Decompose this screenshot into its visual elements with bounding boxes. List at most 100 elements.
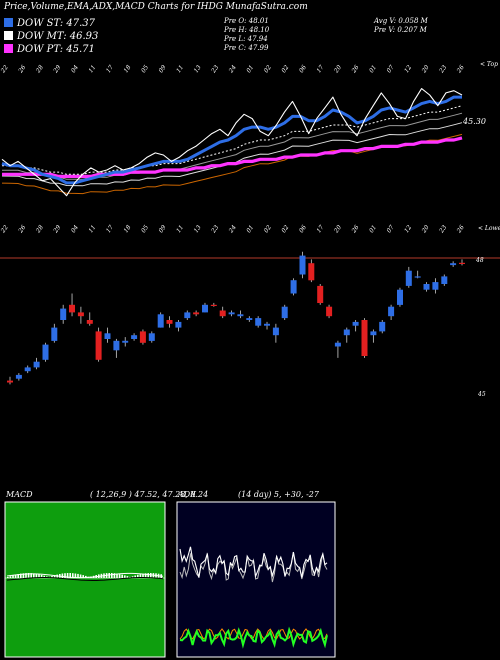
macd-histogram-bar bbox=[121, 574, 123, 578]
candle-body bbox=[459, 262, 465, 264]
date-label-top: 20 bbox=[332, 64, 343, 75]
date-label-top: 07 bbox=[386, 64, 396, 74]
adx-line bbox=[179, 546, 328, 579]
candle-body bbox=[86, 320, 93, 324]
candle-body bbox=[51, 327, 58, 341]
macd-histogram-bar bbox=[82, 575, 84, 578]
candle-body bbox=[148, 333, 155, 341]
candle-body bbox=[326, 306, 333, 317]
legend-label-pt: DOW PT: 45.71 bbox=[17, 44, 95, 55]
candle-body bbox=[33, 361, 40, 368]
candle-body bbox=[388, 306, 395, 317]
date-label-bottom: 20 bbox=[420, 224, 431, 235]
date-label-top: 13 bbox=[193, 64, 203, 74]
candle-body bbox=[202, 304, 208, 313]
adx-label: ADX bbox=[177, 490, 196, 499]
date-label-bottom: 12 bbox=[403, 224, 413, 234]
legend-swatch-st bbox=[4, 18, 13, 27]
date-label-bottom: 26 bbox=[350, 224, 361, 235]
candle-body bbox=[255, 318, 262, 326]
date-label-bottom: 07 bbox=[386, 224, 396, 234]
macd-histogram-bar bbox=[126, 576, 129, 578]
candle-body bbox=[317, 285, 324, 303]
date-label-top: 18 bbox=[122, 64, 132, 74]
candle-body bbox=[122, 340, 129, 343]
adx-panel: ADX (14 day) 5, +30, -27 bbox=[176, 490, 336, 658]
macd-histogram-bar bbox=[17, 574, 19, 578]
candle-body bbox=[131, 335, 138, 339]
macd-histogram-bar bbox=[38, 574, 40, 578]
macd-histogram-bar bbox=[116, 573, 118, 578]
candle-body bbox=[370, 331, 377, 336]
candle-body bbox=[113, 340, 120, 351]
macd-histogram-bar bbox=[40, 574, 43, 578]
date-label-bottom: 13 bbox=[193, 224, 203, 234]
date-label-bottom: 04 bbox=[70, 224, 80, 234]
candle-body bbox=[60, 308, 67, 320]
date-label-top: 29 bbox=[52, 64, 63, 75]
date-label-top: 12 bbox=[403, 64, 413, 74]
date-label-bottom: 17 bbox=[105, 224, 115, 234]
candle-body bbox=[104, 333, 111, 339]
candle-body bbox=[95, 331, 102, 360]
ema-last-value: 45.30 bbox=[462, 117, 486, 126]
candle-body bbox=[246, 318, 253, 320]
macd-histogram-bar bbox=[142, 573, 144, 578]
date-label-top: 05 bbox=[140, 64, 150, 74]
macd-histogram-bar bbox=[118, 574, 121, 578]
candle-body bbox=[157, 314, 164, 328]
macd-line bbox=[6, 572, 164, 579]
macd-histogram-bar bbox=[43, 575, 45, 578]
legend-dow-mt: DOW MT: 46.93 bbox=[4, 30, 98, 43]
macd-histogram-bar bbox=[137, 574, 139, 578]
date-label-top: 09 bbox=[158, 64, 168, 74]
macd-histogram-bar bbox=[9, 576, 12, 578]
date-label-bottom: 26 bbox=[455, 224, 466, 235]
candle-body bbox=[139, 331, 146, 343]
date-label-top: 11 bbox=[87, 64, 97, 74]
date-label-top: 23 bbox=[438, 64, 449, 75]
ema-series-price bbox=[1, 88, 463, 197]
stat-avg-volume: Avg V: 0.058 M bbox=[374, 17, 428, 25]
date-label-bottom: 18 bbox=[122, 224, 132, 234]
price-panel: 48 45 bbox=[0, 251, 500, 398]
macd-histogram-bar bbox=[79, 574, 82, 578]
date-label-top: 11 bbox=[175, 64, 185, 74]
candle-body bbox=[397, 289, 403, 305]
macd-histogram-bar bbox=[113, 573, 116, 578]
annotation-top: < Top bbox=[480, 61, 498, 68]
date-label-top: 23 bbox=[210, 64, 221, 75]
date-label-top: 26 bbox=[455, 64, 466, 75]
macd-histogram-bar bbox=[30, 573, 32, 578]
macd-signal-line bbox=[6, 577, 164, 581]
candle-body bbox=[210, 304, 217, 306]
date-label-top: 06 bbox=[298, 64, 308, 74]
macd-histogram-bar bbox=[66, 573, 69, 578]
date-label-top: 24 bbox=[227, 64, 238, 75]
candle-body bbox=[308, 263, 315, 281]
macd-histogram-bar bbox=[111, 573, 113, 578]
macd-histogram-bar bbox=[134, 575, 136, 578]
date-label-top: 22 bbox=[0, 64, 10, 75]
date-label-bottom: 28 bbox=[34, 224, 45, 235]
macd-histogram-bar bbox=[12, 575, 14, 578]
ema-series-ema-st bbox=[1, 95, 462, 185]
date-label-bottom: 02 bbox=[280, 224, 290, 234]
stat-low: Pre L: 47.94 bbox=[224, 35, 268, 43]
macd-histogram-bar bbox=[139, 574, 142, 578]
candle-body bbox=[193, 312, 200, 315]
macd-histogram-bar bbox=[131, 576, 134, 578]
date-label-top: 28 bbox=[34, 64, 45, 75]
candle-body bbox=[361, 320, 368, 356]
candle-body bbox=[175, 321, 182, 328]
macd-histogram-bar bbox=[22, 573, 25, 578]
date-label-top: 26 bbox=[17, 64, 28, 75]
macd-histogram-bar bbox=[72, 573, 74, 578]
price-bottom-value: 45 bbox=[477, 391, 486, 398]
candle-body bbox=[299, 255, 306, 275]
candle-body bbox=[290, 280, 297, 294]
candle-body bbox=[42, 344, 49, 360]
candle-body bbox=[352, 321, 359, 326]
macd-histogram-bar bbox=[27, 573, 30, 578]
date-label-bottom: 11 bbox=[87, 224, 97, 234]
